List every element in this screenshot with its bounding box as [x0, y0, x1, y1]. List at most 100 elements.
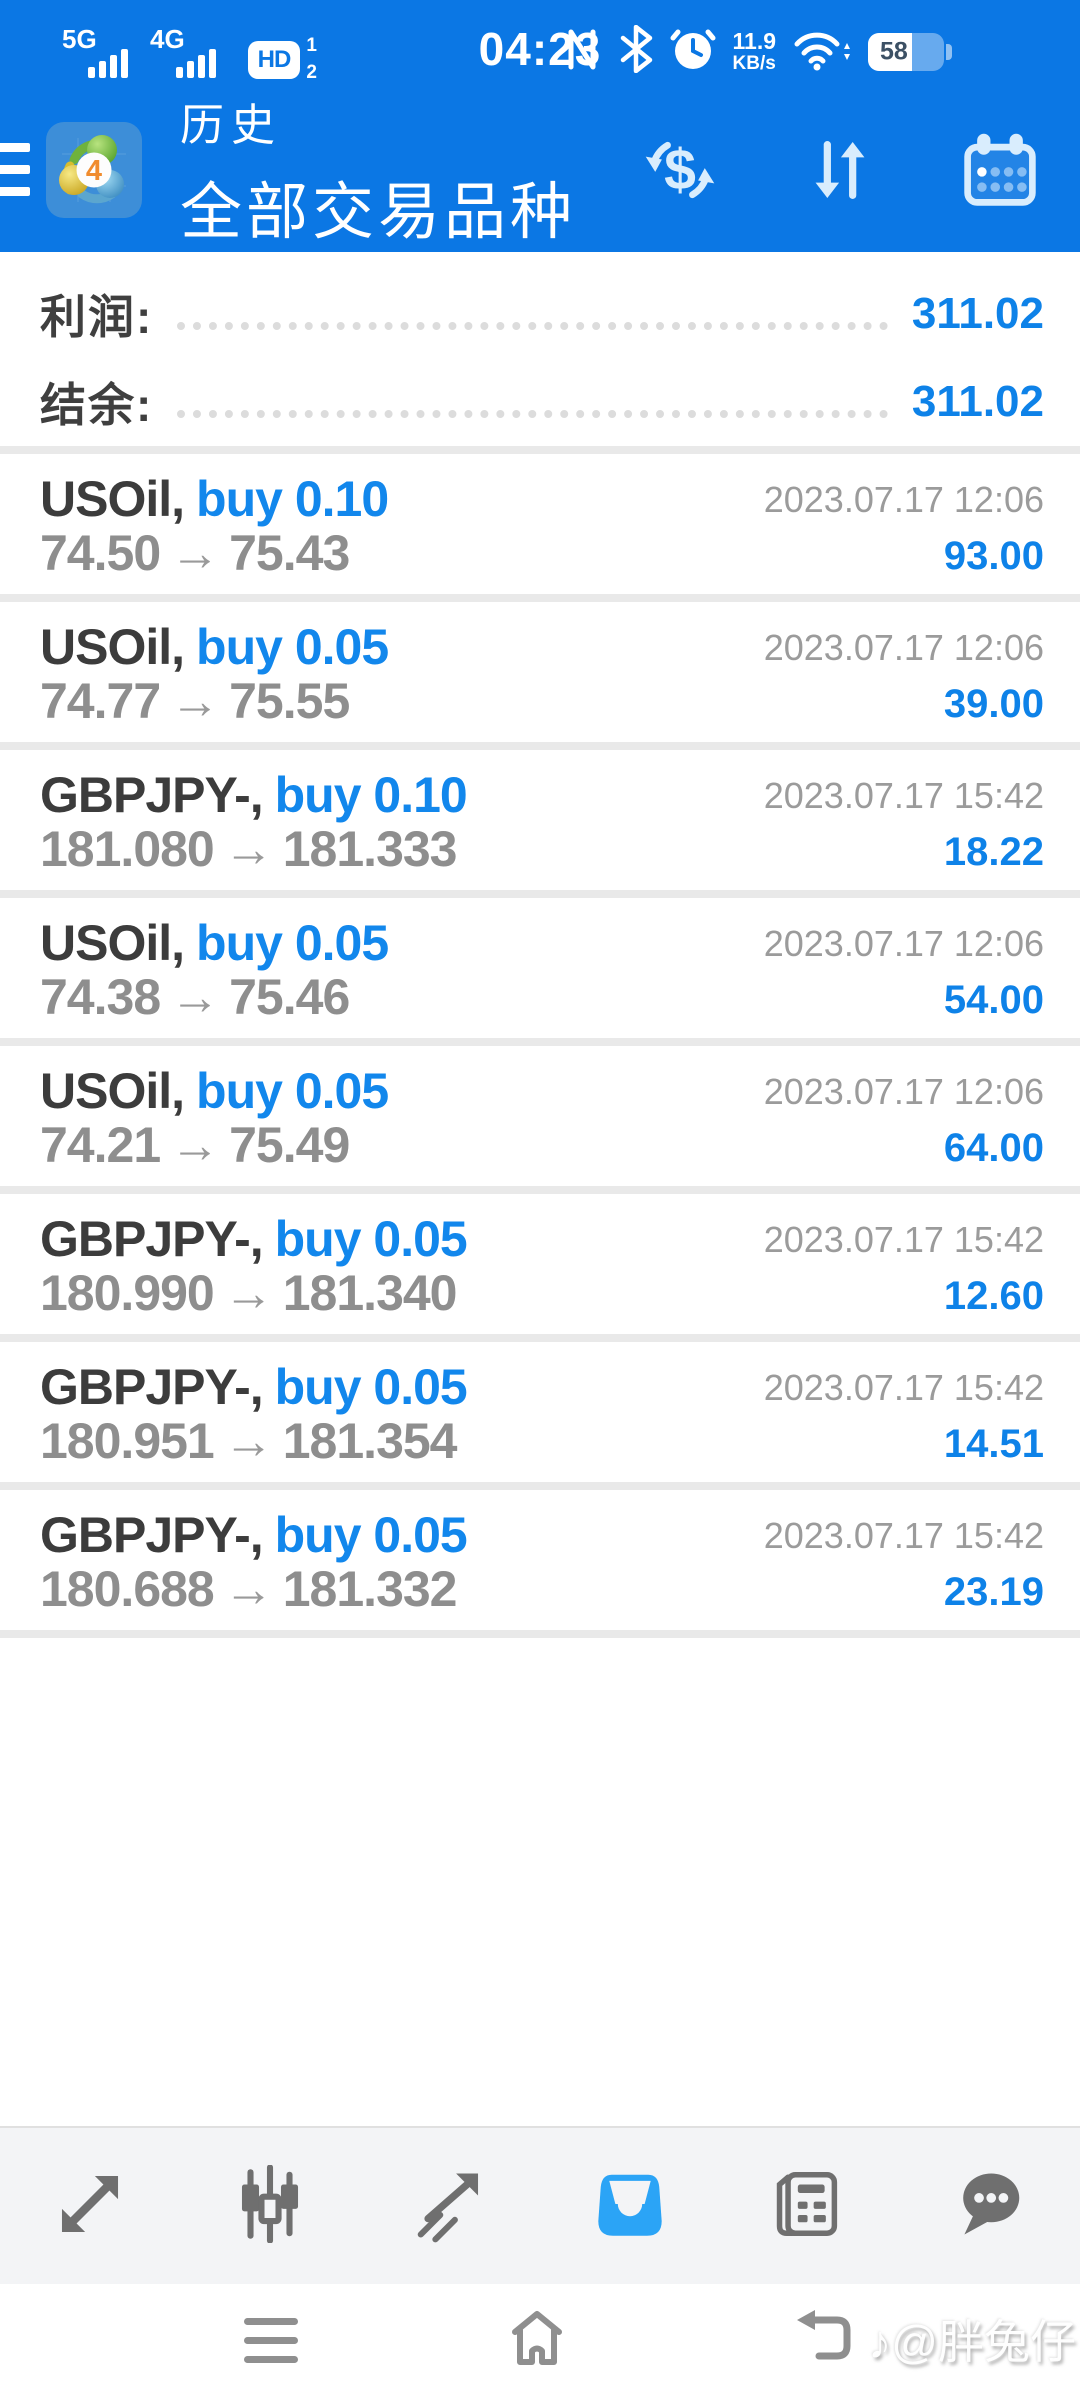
android-nav-bar: ♪@胖兔仔	[0, 2284, 1080, 2400]
arrow-right-glyph: →	[170, 969, 220, 1025]
trade-title-line: GBPJPY-, buy 0.05	[40, 1359, 468, 1415]
home-icon[interactable]	[505, 2306, 569, 2377]
nfc-icon	[562, 26, 602, 77]
trade-profit: 18.22	[943, 830, 1044, 874]
row-divider	[0, 890, 1080, 898]
signal-bars-icon	[176, 49, 216, 78]
row-divider	[0, 742, 1080, 750]
wifi-icon	[793, 27, 851, 76]
app-header: 4 历史 全部交易品种 $	[0, 88, 1080, 252]
trade-datetime: 2023.07.17 12:06	[763, 627, 1044, 668]
trade-symbol: USOil,	[40, 915, 185, 971]
profit-label: 利润:	[40, 291, 154, 343]
trade-operation: buy 0.05	[196, 915, 389, 971]
volte-sim1-label: 1	[306, 35, 317, 56]
sim2-signal: 4G	[150, 24, 216, 80]
trade-price-line: 74.77 → 75.55	[40, 673, 350, 729]
tab-history[interactable]	[580, 2156, 680, 2256]
trade-datetime: 2023.07.17 12:06	[763, 923, 1044, 964]
trade-row[interactable]: USOil, buy 0.05 74.77 → 75.55 2023.07.17 12…	[0, 602, 1080, 742]
status-bar-left: 5G 4G HD 1 2	[62, 24, 317, 83]
line-chart-arrow-icon	[411, 2165, 489, 2248]
trade-datetime: 2023.07.17 15:42	[763, 1515, 1044, 1556]
trade-close-price: 75.55	[229, 673, 350, 729]
hamburger-menu-icon[interactable]	[0, 143, 30, 197]
trade-profit: 12.60	[943, 1274, 1044, 1318]
trade-row[interactable]: USOil, buy 0.10 74.50 → 75.43 2023.07.17 12…	[0, 454, 1080, 594]
trade-price-line: 74.38 → 75.46	[40, 969, 350, 1025]
trade-open-price: 180.990	[40, 1265, 215, 1321]
trade-symbol: GBPJPY-,	[40, 1507, 264, 1563]
history-tray-icon	[591, 2165, 669, 2248]
trade-row[interactable]: GBPJPY-, buy 0.05 180.951 → 181.354 2023.07…	[0, 1342, 1080, 1482]
trade-row[interactable]: GBPJPY-, buy 0.10 181.080 → 181.333 2023.07…	[0, 750, 1080, 890]
trade-price-line: 74.21 → 75.49	[40, 1117, 350, 1173]
trade-title-line: GBPJPY-, buy 0.05	[40, 1507, 468, 1563]
battery-icon: 58	[868, 32, 954, 71]
volte-sim2-label: 2	[306, 62, 317, 83]
sim1-tech-label: 5G	[62, 24, 97, 54]
currency-exchange-icon[interactable]: $	[640, 128, 720, 212]
tab-quotes[interactable]	[40, 2156, 140, 2256]
arrow-right-glyph: →	[223, 821, 274, 877]
recents-icon[interactable]	[243, 2314, 299, 2373]
trade-row[interactable]: USOil, buy 0.05 74.38 → 75.46 2023.07.17 12…	[0, 898, 1080, 1038]
trade-profit: 23.19	[943, 1570, 1044, 1614]
calendar-icon[interactable]	[960, 128, 1040, 212]
mt4-logo-icon[interactable]: 4	[46, 122, 142, 218]
trade-row[interactable]: GBPJPY-, buy 0.05 180.990 → 181.340 2023.07…	[0, 1194, 1080, 1334]
trade-open-price: 74.77	[40, 673, 161, 729]
trade-row[interactable]: USOil, buy 0.05 74.21 → 75.49 2023.07.17 12…	[0, 1046, 1080, 1186]
back-icon[interactable]	[795, 2306, 857, 2373]
trade-price-line: 180.951 → 181.354	[40, 1414, 457, 1468]
trade-open-price: 180.688	[40, 1561, 215, 1617]
trade-symbol: GBPJPY-,	[40, 1359, 264, 1415]
symbol-filter-label[interactable]: 全部交易品种	[180, 178, 577, 247]
row-divider	[0, 1038, 1080, 1046]
trade-title-line: USOil, buy 0.05	[40, 1063, 389, 1119]
trade-profit: 54.00	[943, 978, 1044, 1022]
trade-operation: buy 0.10	[196, 471, 389, 527]
trade-symbol: USOil,	[40, 1063, 185, 1119]
arrow-right-glyph: →	[223, 1413, 274, 1469]
tab-charts[interactable]	[220, 2156, 320, 2256]
douyin-watermark: ♪@胖兔仔	[868, 2316, 1076, 2368]
trade-datetime: 2023.07.17 12:06	[763, 1071, 1044, 1112]
trade-operation: buy 0.05	[196, 619, 389, 675]
trade-title-line: USOil, buy 0.05	[40, 915, 389, 971]
trade-close-price: 181.332	[282, 1561, 458, 1617]
page-title: 历史	[180, 101, 282, 150]
row-divider	[0, 1630, 1080, 1638]
sort-arrows-icon[interactable]	[800, 128, 880, 212]
balance-label: 结余:	[40, 379, 154, 431]
trade-title-line: GBPJPY-, buy 0.10	[40, 768, 468, 822]
trade-profit: 93.00	[943, 534, 1044, 578]
dotted-leader	[177, 322, 888, 330]
arrow-right-glyph: →	[170, 1117, 220, 1173]
trade-operation: buy 0.05	[274, 1359, 468, 1415]
candlestick-chart-icon	[231, 2163, 309, 2248]
row-divider	[0, 594, 1080, 602]
trade-close-price: 75.49	[229, 1117, 350, 1173]
trade-title-line: USOil, buy 0.10	[40, 471, 389, 527]
tab-messages[interactable]	[940, 2156, 1040, 2256]
sim1-signal: 5G	[62, 24, 128, 80]
tab-news[interactable]	[760, 2156, 860, 2256]
trade-close-price: 75.43	[229, 525, 350, 581]
arrow-right-glyph: →	[223, 1561, 274, 1617]
mt4-badge-number: 4	[86, 155, 102, 187]
newspaper-icon	[771, 2165, 849, 2248]
trade-history-list: USOil, buy 0.10 74.50 → 75.43 2023.07.17 12…	[0, 446, 1080, 1638]
trade-close-price: 75.46	[229, 969, 350, 1025]
trade-symbol: GBPJPY-,	[40, 1211, 264, 1267]
trade-profit: 39.00	[943, 682, 1044, 726]
trade-symbol: USOil,	[40, 619, 185, 675]
tab-trade[interactable]	[400, 2156, 500, 2256]
network-speed-unit: KB/s	[732, 52, 776, 74]
trade-price-line: 180.688 → 181.332	[40, 1562, 457, 1616]
trade-datetime: 2023.07.17 15:42	[763, 1367, 1044, 1408]
trade-row[interactable]: GBPJPY-, buy 0.05 180.688 → 181.332 2023.07…	[0, 1490, 1080, 1630]
battery-nub	[946, 43, 952, 60]
profit-value: 311.02	[911, 289, 1044, 338]
